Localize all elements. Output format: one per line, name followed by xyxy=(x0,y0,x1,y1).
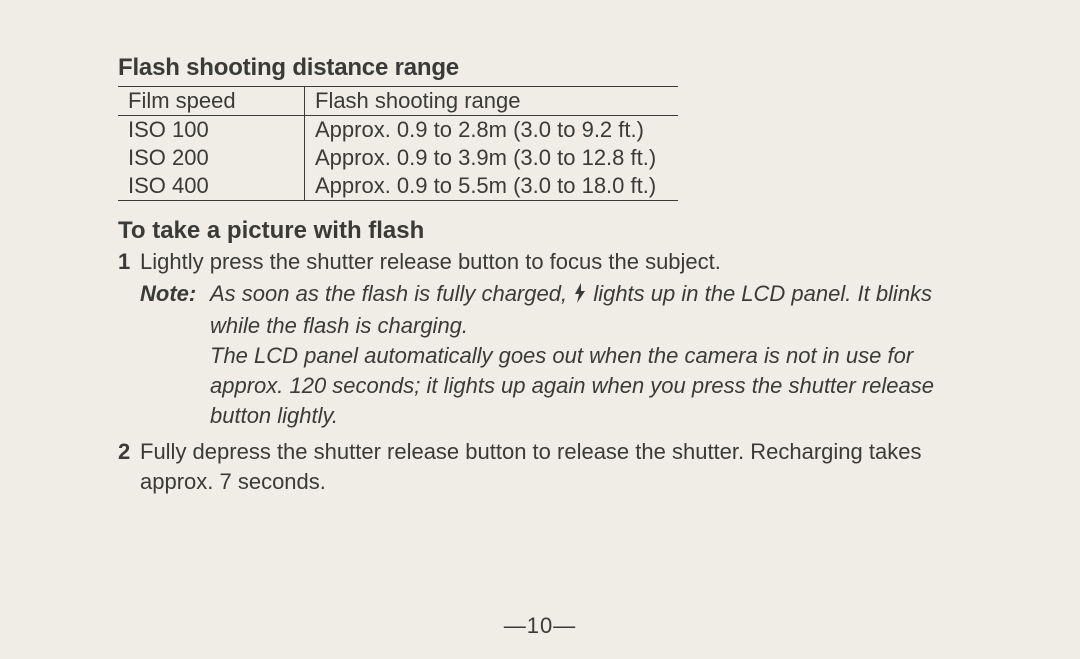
note-text-part-c: The LCD panel automatically goes out whe… xyxy=(210,343,934,428)
note-block: Note: As soon as the flash is fully char… xyxy=(140,279,980,431)
page-number: —10— xyxy=(0,613,1080,639)
flash-range-table: Film speed Flash shooting range ISO 100 … xyxy=(118,86,678,201)
cell-film-speed: ISO 100 xyxy=(118,116,305,145)
step-1: 1 Lightly press the shutter release butt… xyxy=(118,247,980,277)
flash-bolt-icon xyxy=(573,281,587,311)
cell-flash-range: Approx. 0.9 to 2.8m (3.0 to 9.2 ft.) xyxy=(305,116,679,145)
cell-flash-range: Approx. 0.9 to 3.9m (3.0 to 12.8 ft.) xyxy=(305,144,679,172)
col-header-flash-range: Flash shooting range xyxy=(305,87,679,116)
cell-film-speed: ISO 400 xyxy=(118,172,305,201)
table-row: ISO 400 Approx. 0.9 to 5.5m (3.0 to 18.0… xyxy=(118,172,678,201)
manual-page: Flash shooting distance range Film speed… xyxy=(0,0,1080,659)
note-text-part-a: As soon as the flash is fully charged, xyxy=(210,281,573,306)
col-header-film-speed: Film speed xyxy=(118,87,305,116)
note-label: Note: xyxy=(140,279,210,431)
table-row: ISO 100 Approx. 0.9 to 2.8m (3.0 to 9.2 … xyxy=(118,116,678,145)
heading-take-picture: To take a picture with flash xyxy=(118,217,980,245)
note-body: As soon as the flash is fully charged, l… xyxy=(210,279,980,431)
step-number: 2 xyxy=(118,437,140,497)
step-number: 1 xyxy=(118,247,140,277)
cell-flash-range: Approx. 0.9 to 5.5m (3.0 to 18.0 ft.) xyxy=(305,172,679,201)
table-header-row: Film speed Flash shooting range xyxy=(118,87,678,116)
heading-flash-range: Flash shooting distance range xyxy=(118,54,980,82)
step-2: 2 Fully depress the shutter release butt… xyxy=(118,437,980,497)
step-text: Lightly press the shutter release button… xyxy=(140,247,980,277)
cell-film-speed: ISO 200 xyxy=(118,144,305,172)
step-text: Fully depress the shutter release button… xyxy=(140,437,980,497)
table-row: ISO 200 Approx. 0.9 to 3.9m (3.0 to 12.8… xyxy=(118,144,678,172)
